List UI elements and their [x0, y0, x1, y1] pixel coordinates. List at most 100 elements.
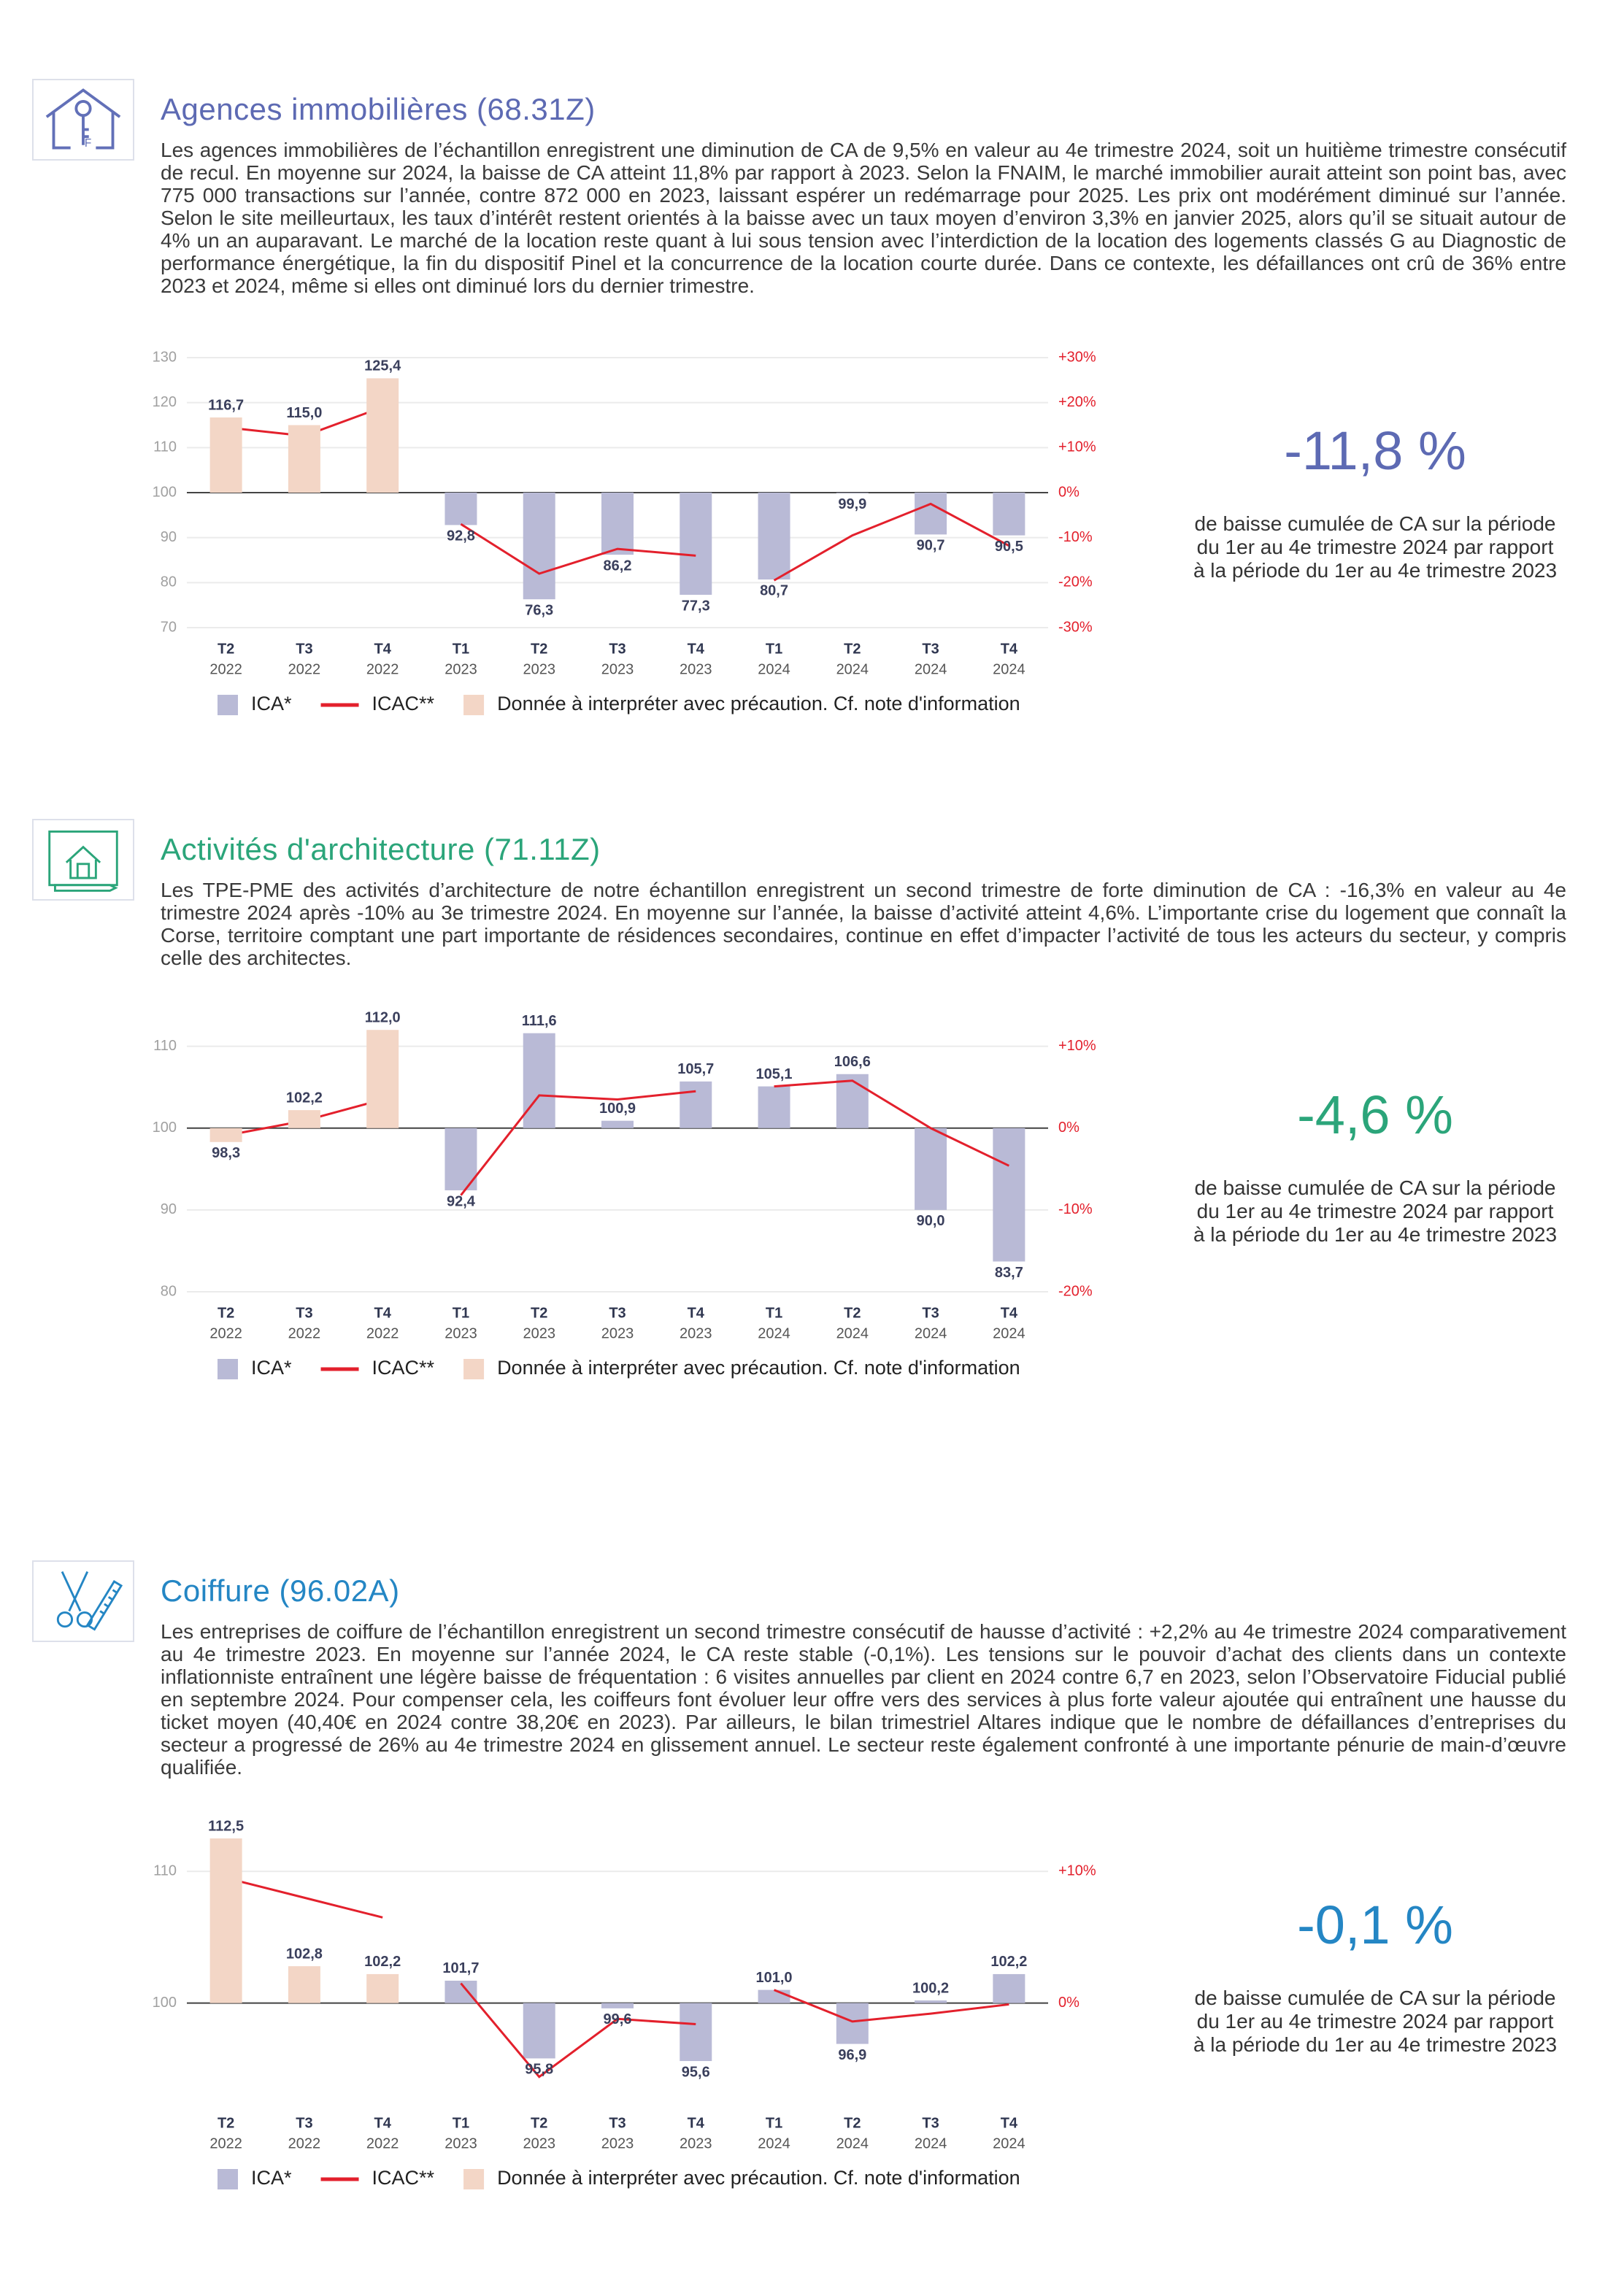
y-tick-label: 120: [153, 394, 177, 410]
kpi-text: de baisse cumulée de CA sur la période d…: [1193, 512, 1558, 582]
y2-tick-label: +20%: [1058, 394, 1096, 410]
x-tick-label: 2024: [915, 1325, 947, 1341]
x-tick-label: T1: [453, 2115, 469, 2131]
value-label: 102,8: [286, 1946, 323, 1962]
x-tick-label: T4: [1001, 2115, 1018, 2131]
x-tick-label: 2023: [523, 2135, 555, 2151]
bar: [366, 1030, 399, 1128]
bar: [915, 1128, 947, 1210]
y-tick-label: 110: [153, 1038, 177, 1054]
x-tick-label: T4: [688, 1305, 705, 1321]
x-tick-label: 2024: [758, 2135, 790, 2151]
x-tick-label: 2024: [758, 661, 790, 677]
bar: [836, 1074, 869, 1128]
bar: [601, 493, 634, 555]
value-label: 96,9: [838, 2047, 866, 2063]
x-tick-label: 2024: [758, 1325, 790, 1341]
x-tick-label: 2022: [209, 661, 242, 677]
value-label: 76,3: [525, 602, 553, 618]
legend-swatch: [218, 1359, 238, 1379]
chart: 100 110 0% +10% T2 2022 T3 2022 T4 2022 T1 2023 T2 20…: [153, 1818, 1096, 2189]
x-tick-label: 2024: [836, 2135, 869, 2151]
y2-tick-label: +10%: [1058, 1862, 1096, 1879]
bar: [993, 1973, 1025, 2003]
x-tick-label: T2: [531, 1305, 547, 1321]
y2-tick-label: -30%: [1058, 619, 1093, 635]
legend-label: ICA*: [251, 1357, 292, 1379]
value-label: 77,3: [682, 598, 710, 614]
x-tick-label: T1: [766, 1305, 782, 1321]
value-label: 111,6: [522, 1013, 557, 1029]
x-tick-label: T2: [844, 2115, 861, 2131]
legend-swatch: [218, 695, 238, 715]
legend-swatch: [463, 1359, 485, 1379]
chart: 80 90 100 110 -20% -10% 0% +10% T2 2022 T3 2022 T4 20…: [153, 1009, 1096, 1379]
kpi-value: -4,6 %: [1297, 1085, 1453, 1145]
value-label: 98,3: [212, 1145, 240, 1161]
line: [460, 1090, 696, 1196]
y-tick-label: 80: [161, 574, 177, 590]
kpi-value: -11,8 %: [1284, 420, 1466, 481]
x-tick-label: T3: [922, 1305, 939, 1321]
bar: [209, 417, 242, 493]
x-tick-label: T2: [844, 1305, 861, 1321]
x-tick-label: 2023: [680, 2135, 712, 2151]
section: Activités d'architecture (71.11Z) Les TP…: [0, 740, 1624, 1470]
x-tick-label: T4: [374, 2115, 392, 2131]
value-label: 112,5: [208, 1818, 244, 1834]
value-label: 101,7: [442, 1960, 479, 1976]
section: Coiffure (96.02A) Les entreprises de coi…: [0, 1482, 1624, 2211]
bar: [288, 1110, 320, 1128]
x-tick-label: 2022: [366, 1325, 399, 1341]
y2-tick-label: +30%: [1058, 349, 1096, 365]
section-title: Coiffure (96.02A): [161, 1573, 400, 1608]
bar: [366, 1973, 399, 2003]
y2-tick-label: -10%: [1058, 529, 1093, 545]
bar: [836, 2003, 869, 2044]
value-label: 99,6: [604, 2011, 632, 2027]
value-label: 112,0: [365, 1009, 401, 1025]
x-tick-label: T4: [688, 2115, 705, 2131]
value-label: 86,2: [604, 558, 632, 574]
value-label: 115,0: [286, 405, 322, 421]
x-tick-label: 2023: [601, 661, 634, 677]
y-tick-label: 110: [153, 1862, 177, 1879]
bar: [993, 1128, 1025, 1262]
legend-swatch: [218, 2169, 238, 2189]
x-tick-label: 2023: [680, 661, 712, 677]
bar: [601, 1120, 634, 1128]
value-label: 102,2: [364, 1954, 401, 1970]
y2-tick-label: 0%: [1058, 484, 1080, 500]
value-label: 92,8: [447, 528, 475, 544]
x-tick-label: T3: [609, 641, 626, 657]
value-label: 83,7: [995, 1265, 1023, 1281]
x-tick-label: T3: [296, 641, 312, 657]
section-icon: [32, 1560, 134, 1642]
chart: 70 80 90 100 110 120 130 -30% -20% -10% 0% +10% +20%…: [153, 349, 1096, 715]
y2-tick-label: +10%: [1058, 1038, 1096, 1054]
chart-block: 70 80 90 100 110 120 130 -30% -20% -10% 0% +10% +20%…: [0, 343, 1624, 730]
bar: [915, 2000, 947, 2003]
value-label: 90,7: [917, 538, 945, 554]
x-tick-label: T1: [453, 1305, 469, 1321]
bar: [288, 1966, 320, 2003]
bar: [366, 378, 399, 493]
x-tick-label: 2022: [209, 1325, 242, 1341]
x-tick-label: T3: [609, 1305, 626, 1321]
x-tick-label: T2: [218, 641, 234, 657]
bar: [601, 2003, 634, 2008]
bar: [288, 425, 320, 493]
x-tick-label: 2023: [445, 2135, 477, 2151]
x-tick-label: 2024: [915, 2135, 947, 2151]
line: [773, 502, 1010, 582]
section-text: Les entreprises de coiffure de l’échanti…: [161, 1620, 1566, 1779]
bar: [445, 493, 477, 525]
x-tick-label: T2: [531, 641, 547, 657]
section-icon: F: [32, 79, 134, 161]
value-label: 90,0: [917, 1213, 945, 1229]
svg-text:F: F: [85, 137, 91, 150]
x-tick-label: 2023: [601, 2135, 634, 2151]
section-icon: [32, 819, 134, 901]
x-tick-label: 2022: [209, 2135, 242, 2151]
